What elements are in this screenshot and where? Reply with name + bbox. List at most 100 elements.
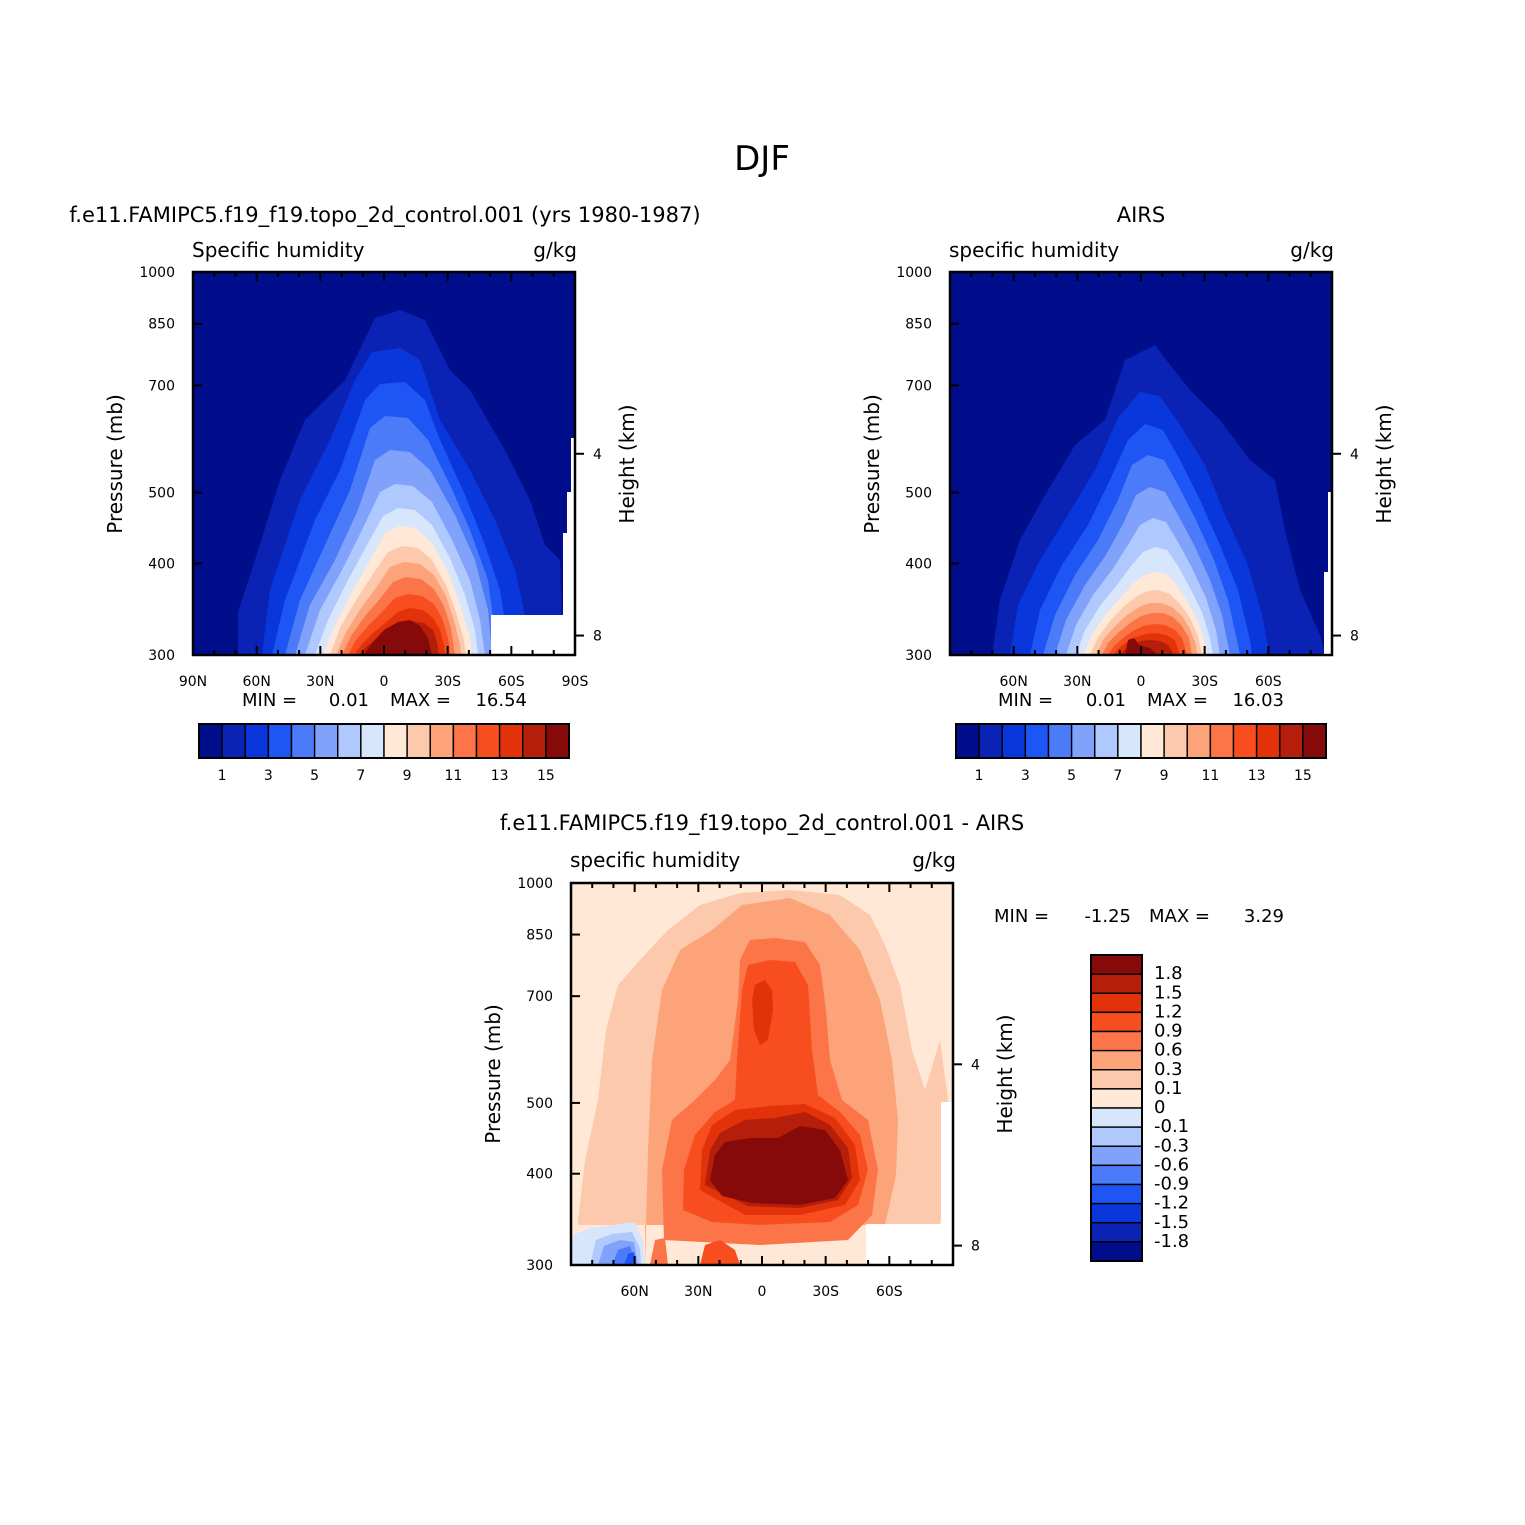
colorbar-box bbox=[267, 723, 293, 759]
y-tick-label: 1000 bbox=[139, 265, 175, 281]
colorbar-label: 1.8 bbox=[1154, 963, 1183, 984]
colorbar-box bbox=[498, 723, 524, 759]
panel-diff: f.e11.FAMIPC5.f19_f19.topo_2d_control.00… bbox=[481, 811, 1284, 1300]
panel-obs: AIRS specific humidity g/kg Pressure (mb… bbox=[860, 203, 1396, 784]
x-tick-label: 90S bbox=[562, 674, 589, 690]
x-tick-label: 30N bbox=[306, 674, 334, 690]
panel-model-ylabel: Pressure (mb) bbox=[103, 394, 127, 534]
colorbar-label: 3 bbox=[1021, 768, 1030, 784]
y-right-tick-label: 8 bbox=[971, 1239, 980, 1255]
y-tick-label: 400 bbox=[526, 1167, 553, 1183]
missing-data-edge-2 bbox=[567, 492, 575, 552]
x-tick-label: 30S bbox=[434, 674, 461, 690]
panel-model-variable: Specific humidity bbox=[192, 238, 365, 262]
contour-level-neg1.2 bbox=[624, 1252, 636, 1265]
colorbar-box bbox=[545, 723, 570, 759]
contour-level-surface-2 bbox=[700, 1240, 740, 1265]
colorbar-box bbox=[244, 723, 270, 759]
panel-obs-variable: specific humidity bbox=[949, 238, 1119, 262]
y-tick-label: 850 bbox=[905, 317, 932, 333]
colorbar-label: 1.2 bbox=[1154, 1001, 1183, 1022]
colorbar-box bbox=[383, 723, 408, 759]
colorbar-box bbox=[360, 723, 385, 759]
x-tick-label: 60S bbox=[498, 674, 525, 690]
y-right-tick-label: 4 bbox=[593, 447, 602, 463]
colorbar-box bbox=[1163, 723, 1188, 759]
colorbar-label: 1 bbox=[218, 768, 227, 784]
colorbar-frame bbox=[955, 723, 1327, 759]
colorbar-box bbox=[1090, 1222, 1143, 1243]
panel-diff-title: f.e11.FAMIPC5.f19_f19.topo_2d_control.00… bbox=[500, 811, 1024, 836]
colorbar-label: -0.3 bbox=[1154, 1135, 1189, 1156]
panel-diff-max-label: MAX = bbox=[1149, 906, 1210, 927]
panel-model-colorbar: 1 3 5 7 9 11 13 15 bbox=[198, 723, 570, 784]
colorbar-box bbox=[290, 723, 316, 759]
panel-model-max-label: MAX = bbox=[390, 690, 451, 711]
colorbar-box bbox=[475, 723, 501, 759]
colorbar-box bbox=[1090, 1088, 1143, 1109]
colorbar-label: 11 bbox=[444, 768, 462, 784]
x-tick-label: 30N bbox=[684, 1284, 712, 1300]
panel-obs-colorbar: 1 3 5 7 9 11 13 15 bbox=[955, 723, 1327, 784]
colorbar-box bbox=[1090, 1164, 1143, 1186]
x-tick-label: 60N bbox=[1000, 674, 1028, 690]
x-tick-label: 60N bbox=[621, 1284, 649, 1300]
colorbar-box bbox=[1070, 723, 1096, 759]
colorbar-box bbox=[406, 723, 431, 759]
colorbar-box bbox=[1090, 1202, 1143, 1224]
panel-obs-units: g/kg bbox=[1290, 238, 1334, 262]
y-tick-label: 300 bbox=[148, 648, 175, 664]
colorbar-frame bbox=[1090, 954, 1143, 1262]
colorbar-box bbox=[522, 723, 547, 759]
y-right-tick-label: 4 bbox=[971, 1057, 980, 1073]
y-tick-label: 500 bbox=[905, 485, 932, 501]
panel-obs-contours bbox=[950, 272, 1332, 655]
figure-title: DJF bbox=[734, 139, 790, 179]
colorbar-box bbox=[1255, 723, 1281, 759]
colorbar-box bbox=[1090, 1126, 1143, 1147]
panel-diff-units: g/kg bbox=[912, 848, 956, 872]
panel-obs-x-ticks: 60N 30N 0 30S 60S bbox=[949, 272, 1333, 690]
x-tick-label: 60N bbox=[243, 674, 271, 690]
colorbar-box bbox=[1090, 1030, 1143, 1052]
missing-data-edge bbox=[1324, 572, 1332, 655]
y-tick-label: 700 bbox=[905, 378, 932, 394]
panel-model-contours bbox=[193, 272, 575, 655]
panel-diff-y-ticks: 300 400 500 700 850 1000 8 4 bbox=[517, 876, 980, 1274]
colorbar-label: -1.2 bbox=[1154, 1193, 1189, 1214]
y-tick-label: 850 bbox=[148, 317, 175, 333]
x-tick-label: 30S bbox=[812, 1284, 839, 1300]
panel-obs-ylabel-right: Height (km) bbox=[1372, 404, 1396, 523]
panel-diff-max-value: 3.29 bbox=[1244, 906, 1284, 927]
colorbar-label: 15 bbox=[537, 768, 555, 784]
colorbar-box bbox=[1090, 1107, 1143, 1128]
panel-diff-variable: specific humidity bbox=[570, 848, 740, 872]
y-tick-label: 300 bbox=[905, 648, 932, 664]
panel-obs-min-label: MIN = bbox=[998, 690, 1053, 711]
x-tick-label: 0 bbox=[380, 674, 389, 690]
colorbar-box bbox=[1186, 723, 1212, 759]
colorbar-label: -1.5 bbox=[1154, 1212, 1189, 1233]
colorbar-box bbox=[1001, 723, 1027, 759]
x-tick-label: 30S bbox=[1191, 674, 1218, 690]
colorbar-box bbox=[337, 723, 362, 759]
colorbar-box bbox=[1090, 1241, 1143, 1262]
colorbar-box bbox=[955, 723, 980, 759]
contour-level-surface-1 bbox=[650, 1238, 668, 1265]
y-tick-label: 300 bbox=[526, 1258, 553, 1274]
panel-model-ylabel-right: Height (km) bbox=[615, 404, 639, 523]
colorbar-label: 1 bbox=[975, 768, 984, 784]
y-tick-label: 400 bbox=[905, 556, 932, 572]
colorbar-box bbox=[1090, 992, 1143, 1014]
colorbar-label: 0 bbox=[1154, 1097, 1165, 1118]
colorbar-box bbox=[198, 723, 223, 759]
y-tick-label: 1000 bbox=[517, 876, 553, 892]
y-tick-label: 400 bbox=[148, 556, 175, 572]
panel-obs-y-ticks: 300 400 500 700 850 1000 8 4 bbox=[896, 265, 1359, 664]
x-tick-label: 60S bbox=[1255, 674, 1282, 690]
colorbar-box bbox=[1279, 723, 1304, 759]
panel-diff-min-label: MIN = bbox=[994, 906, 1049, 927]
colorbar-label: 11 bbox=[1201, 768, 1219, 784]
panel-obs-ylabel: Pressure (mb) bbox=[860, 394, 884, 534]
